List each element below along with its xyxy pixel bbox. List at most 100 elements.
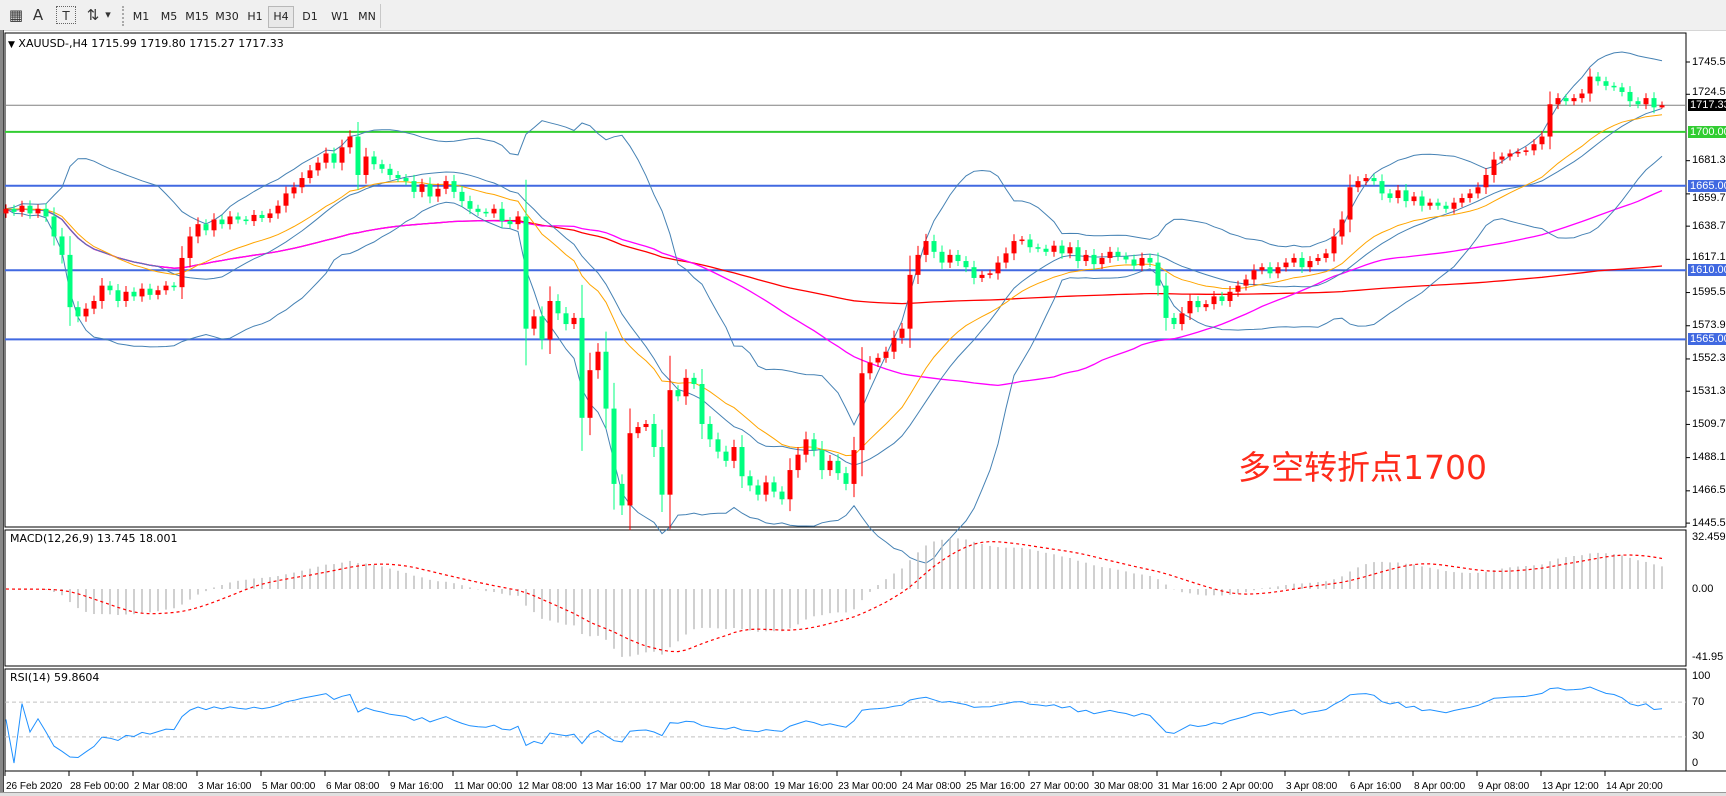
candle-bull <box>1003 253 1009 263</box>
candle-bull <box>1211 296 1217 305</box>
candle-bear <box>331 153 337 163</box>
timeframe-button-h1[interactable]: H1 <box>247 10 263 23</box>
candle-bear <box>1651 98 1657 108</box>
candle-bull <box>803 439 809 455</box>
timeframe-button-m1[interactable]: M1 <box>132 10 150 23</box>
chart-header: ▼ XAUUSD-,H4 1715.99 1719.80 1715.27 171… <box>8 38 284 51</box>
candle-bear <box>1419 196 1425 206</box>
candle-bull <box>139 288 145 297</box>
current-price-label: 1717.33 <box>1688 99 1726 112</box>
candle-bear <box>1131 259 1137 266</box>
candle-bear <box>1123 256 1129 260</box>
ma-mid-line <box>5 190 1663 387</box>
candle-bear <box>931 241 937 252</box>
candle-bear <box>723 451 729 461</box>
level-price-label: 1565.00 <box>1688 333 1726 346</box>
candle-bull <box>195 224 201 237</box>
price-tick-label: 1595.50 <box>1692 286 1726 299</box>
candle-bull <box>763 482 769 495</box>
time-tick-label: 9 Mar 16:00 <box>390 781 444 792</box>
timeframe-button-m5[interactable]: M5 <box>160 10 178 23</box>
candle-bear <box>1443 205 1449 209</box>
candle-bear <box>843 473 849 484</box>
candle-bull <box>227 216 233 225</box>
timeframe-button-m15[interactable]: M15 <box>185 10 209 23</box>
candle-bull <box>1139 257 1145 266</box>
candle-bull <box>211 219 217 231</box>
candle-bull <box>1547 104 1553 137</box>
time-tick-label: 6 Mar 08:00 <box>326 781 380 792</box>
candle-bear <box>707 423 713 440</box>
candle-bull <box>1467 193 1473 199</box>
time-tick-label: 6 Apr 16:00 <box>1350 781 1402 792</box>
dropdown-icon[interactable]: ▾ <box>105 8 111 21</box>
candle-bear <box>651 423 657 448</box>
timeframe-button-mn[interactable]: MN <box>358 10 376 23</box>
candle-bear <box>755 485 761 495</box>
toolbar-grip[interactable] <box>122 6 127 26</box>
candle-bull <box>1019 239 1025 242</box>
candle-bull <box>547 301 553 340</box>
candle-bull <box>923 241 929 255</box>
candle-bull <box>907 274 913 329</box>
time-tick-label: 30 Mar 08:00 <box>1094 781 1153 792</box>
candle-bear <box>1075 247 1081 262</box>
candle-bull <box>1531 144 1537 151</box>
candle-bull <box>1507 153 1513 157</box>
time-tick-label: 19 Mar 16:00 <box>774 781 833 792</box>
candle-bull <box>275 205 281 214</box>
candle-bull <box>123 291 129 302</box>
rsi-panel <box>4 668 1687 772</box>
collapse-arrow-icon[interactable]: ▼ <box>8 40 15 50</box>
candle-bear <box>1171 317 1177 325</box>
window-border <box>0 30 4 795</box>
candle-bull <box>187 236 193 258</box>
candle-bear <box>579 317 585 418</box>
candle-bull <box>787 470 793 500</box>
candle-bear <box>427 184 433 197</box>
candle-bull <box>1235 285 1241 292</box>
timeframe-button-m30[interactable]: M30 <box>215 10 239 23</box>
candle-bull <box>1659 105 1665 108</box>
macd-label: MACD(12,26,9) 13.745 18.001 <box>10 532 178 545</box>
candle-bear <box>1195 301 1201 308</box>
timeframe-button-w1[interactable]: W1 <box>331 10 349 23</box>
candle-bull <box>899 328 905 338</box>
candle-bear <box>1059 245 1065 254</box>
candle-bear <box>955 254 961 262</box>
level-price-label: 1610.00 <box>1688 264 1726 277</box>
candle-bull <box>267 213 273 219</box>
timeframe-button-d1[interactable]: D1 <box>302 10 318 23</box>
grid-icon[interactable]: ▦ <box>8 6 24 24</box>
candle-bull <box>1347 187 1353 220</box>
candle-bear <box>747 476 753 486</box>
candle-bear <box>603 351 609 409</box>
price-tick-label: 1745.50 <box>1692 55 1726 68</box>
time-tick-label: 14 Apr 20:00 <box>1606 781 1663 792</box>
candle-bull <box>571 317 577 325</box>
price-tick-label: 1638.70 <box>1692 219 1726 232</box>
timeframe-button-h4[interactable]: H4 <box>268 6 294 28</box>
candle-bull <box>19 205 25 212</box>
time-tick-label: 13 Mar 16:00 <box>582 781 641 792</box>
time-tick-label: 8 Apr 00:00 <box>1414 781 1466 792</box>
candle-bull <box>995 262 1001 274</box>
text-label-icon[interactable]: T <box>56 6 76 24</box>
candle-bear <box>659 447 665 495</box>
text-icon[interactable]: A <box>32 6 44 24</box>
candle-bull <box>1011 241 1017 254</box>
candle-bear <box>1379 181 1385 194</box>
candle-bear <box>1435 202 1441 206</box>
candle-bear <box>555 301 561 314</box>
candle-bear <box>1611 85 1617 88</box>
candle-bear <box>1603 81 1609 86</box>
candle-bear <box>715 439 721 452</box>
candle-bull <box>323 153 329 163</box>
candle-bull <box>1451 202 1457 209</box>
candle-bear <box>395 174 401 179</box>
candle-bear <box>1619 87 1625 92</box>
candle-bear <box>147 288 153 295</box>
arrows-icon[interactable]: ⇅ <box>86 6 100 24</box>
candle-bear <box>467 201 473 209</box>
